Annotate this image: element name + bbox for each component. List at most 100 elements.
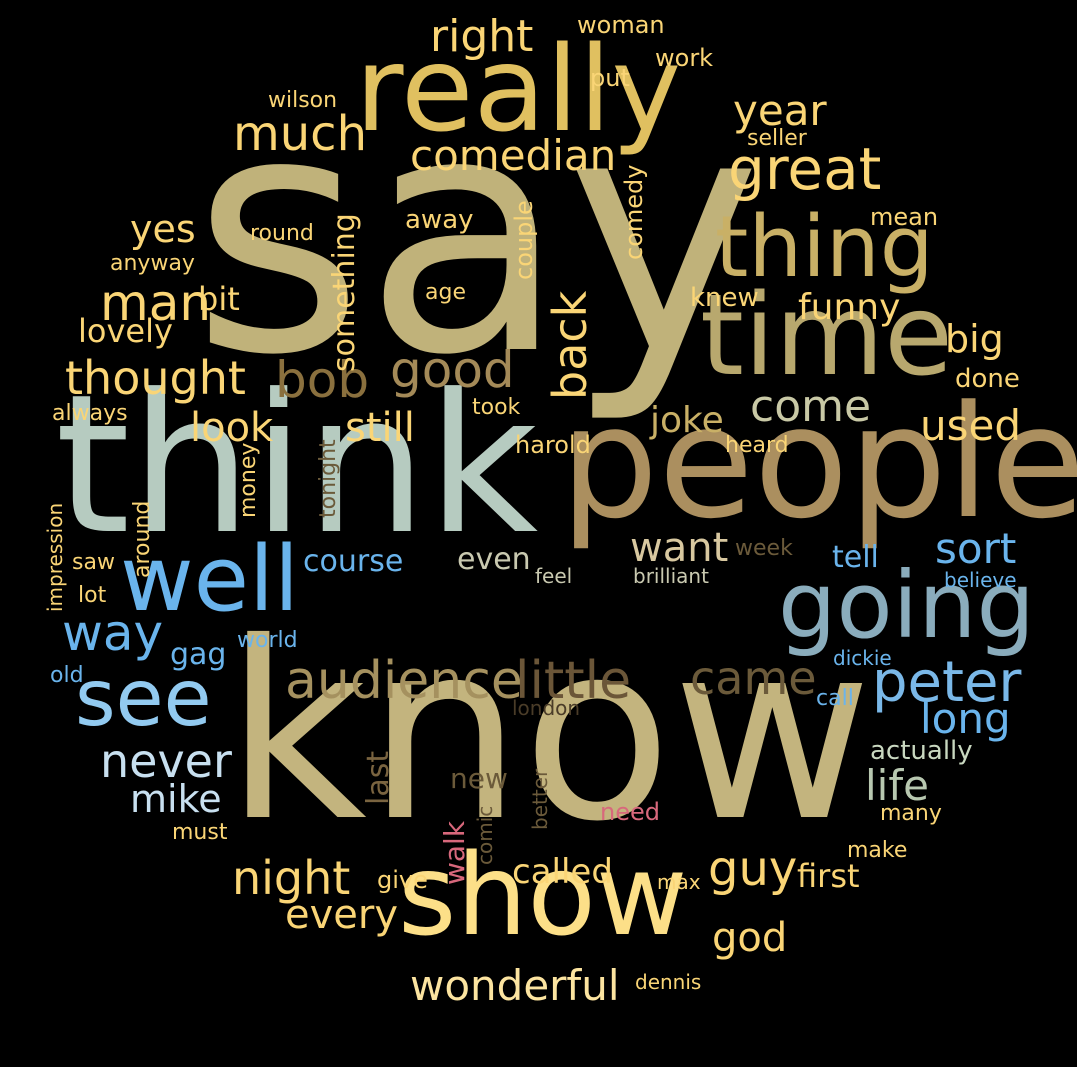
word-better: better	[528, 768, 552, 830]
word-took: took	[472, 395, 521, 420]
word-night: night	[232, 851, 351, 905]
word-good: good	[390, 341, 515, 399]
word-something: something	[327, 213, 362, 372]
word-think: think	[55, 354, 539, 577]
word-life: life	[865, 761, 929, 810]
word-max: max	[657, 870, 701, 894]
word-away: away	[405, 205, 474, 235]
word-last: last	[361, 750, 396, 805]
word-guy: guy	[708, 841, 798, 897]
word-put: put	[590, 64, 630, 92]
word-time: time	[700, 271, 954, 401]
word-man: man	[100, 274, 212, 332]
word-tonight: tonight	[316, 439, 341, 518]
word-going: going	[778, 552, 1035, 659]
word-much: much	[233, 106, 367, 162]
word-course: course	[303, 544, 404, 579]
word-mike: mike	[130, 777, 222, 821]
word-new: new	[450, 762, 508, 795]
word-feel: feel	[535, 564, 573, 588]
word-gag: gag	[170, 637, 227, 672]
word-heard: heard	[725, 433, 789, 458]
word-used: used	[920, 401, 1022, 450]
word-age: age	[425, 280, 466, 305]
word-comedian: comedian	[410, 131, 617, 180]
word-work: work	[655, 44, 714, 72]
word-never: never	[100, 734, 232, 788]
word-need: need	[600, 798, 660, 826]
word-great: great	[728, 135, 882, 203]
word-yes: yes	[130, 207, 196, 251]
word-actually: actually	[870, 736, 973, 766]
word-thought: thought	[65, 351, 246, 405]
word-saw: saw	[72, 550, 115, 575]
word-week: week	[735, 536, 793, 561]
word-little: little	[515, 651, 632, 711]
word-look: look	[190, 405, 274, 451]
word-comic: comic	[473, 805, 497, 865]
word-god: god	[712, 915, 788, 961]
word-know: know	[225, 590, 873, 875]
word-way: way	[62, 604, 164, 662]
word-thing: thing	[715, 198, 934, 297]
word-seller: seller	[747, 126, 807, 151]
word-every: every	[285, 892, 399, 938]
word-long: long	[920, 694, 1011, 743]
word-walk: walk	[438, 820, 471, 885]
word-year: year	[733, 86, 827, 135]
word-old: old	[50, 663, 84, 688]
word-first: first	[797, 857, 860, 895]
word-funny: funny	[798, 287, 901, 328]
word-make: make	[847, 838, 908, 863]
word-see: see	[75, 654, 212, 744]
word-say: say	[192, 43, 762, 427]
word-knew: knew	[690, 283, 759, 313]
word-impression: impression	[43, 502, 67, 612]
word-really: really	[355, 20, 682, 158]
word-came: came	[690, 651, 817, 705]
word-many: many	[880, 801, 942, 826]
word-bit: bit	[198, 280, 240, 318]
word-lot: lot	[78, 583, 107, 608]
word-lovely: lovely	[78, 312, 173, 350]
word-believe: believe	[944, 568, 1017, 592]
word-money: money	[236, 442, 261, 518]
word-couple: couple	[510, 200, 538, 280]
word-must: must	[172, 820, 228, 845]
word-show: show	[398, 831, 688, 961]
word-peter: peter	[872, 650, 1022, 715]
word-back: back	[543, 290, 597, 400]
word-people: people	[560, 372, 1077, 553]
word-even: even	[457, 542, 531, 577]
word-come: come	[750, 381, 872, 432]
word-right: right	[430, 11, 534, 62]
word-bob: bob	[275, 351, 370, 409]
word-call: call	[816, 686, 854, 711]
word-done: done	[955, 364, 1020, 394]
word-wilson: wilson	[268, 88, 338, 113]
word-sort: sort	[935, 524, 1017, 573]
word-world: world	[237, 628, 298, 653]
word-well: well	[120, 527, 299, 632]
word-brilliant: brilliant	[633, 564, 709, 588]
word-called: called	[512, 852, 613, 892]
word-woman: woman	[577, 11, 665, 39]
word-anyway: anyway	[110, 251, 195, 276]
word-joke: joke	[650, 400, 724, 441]
word-london: london	[512, 696, 581, 720]
word-harold: harold	[515, 431, 591, 459]
word-dickie: dickie	[833, 646, 892, 670]
word-comedy: comedy	[620, 164, 648, 260]
word-give: give	[377, 866, 428, 894]
word-dennis: dennis	[635, 970, 702, 994]
word-big: big	[945, 317, 1004, 361]
word-still: still	[345, 405, 415, 451]
word-want: want	[630, 525, 729, 571]
word-always: always	[52, 401, 128, 426]
word-audience: audience	[285, 651, 523, 711]
word-tell: tell	[832, 540, 879, 575]
word-around: around	[130, 500, 155, 578]
word-mean: mean	[870, 203, 939, 231]
word-round: round	[250, 221, 314, 246]
